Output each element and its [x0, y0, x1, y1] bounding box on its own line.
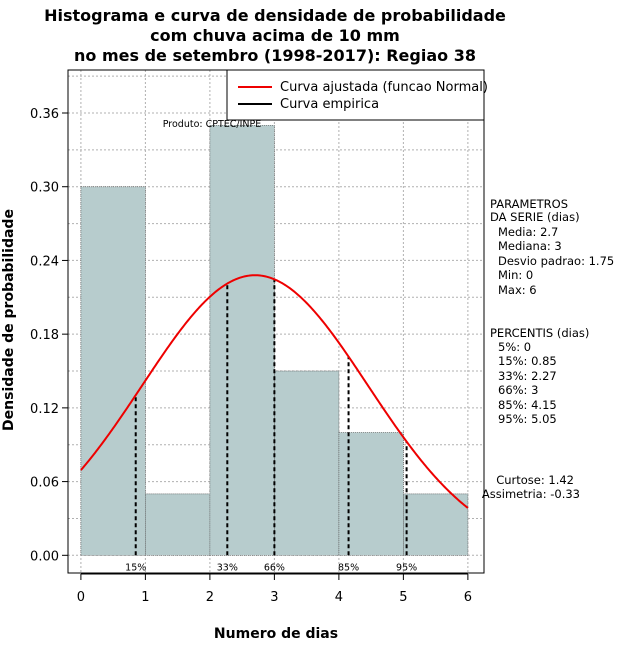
y-tick-label-3: 0.18: [30, 328, 59, 343]
legend-label-fit: Curva ajustada (funcao Normal): [280, 80, 488, 95]
y-tick-label-4: 0.24: [30, 254, 59, 269]
histogram-bar-5: [403, 493, 469, 556]
x-tick-label-1: 1: [141, 590, 149, 605]
param-media: Media: 2.7: [498, 225, 558, 239]
percentile-label-3: 85%: [338, 562, 359, 573]
param-min: Min: 0: [498, 268, 533, 282]
param-mediana: Mediana: 3: [498, 239, 562, 253]
histogram-bar-0: [80, 186, 146, 556]
histogram-bar-4: [338, 432, 404, 556]
stat-curtose: Curtose: 1.42: [496, 473, 574, 487]
histogram-bars: [80, 124, 469, 556]
chart-title: Histograma e curva de densidade de proba…: [44, 6, 506, 65]
y-axis-title: Densidade de probabilidade: [1, 209, 17, 431]
percentile-label-0: 15%: [125, 562, 146, 573]
params-title-2: DA SERIE (dias): [490, 210, 580, 224]
y-tick-label-2: 0.12: [30, 402, 59, 417]
y-tick-label-6: 0.36: [30, 107, 59, 122]
percentil-5: 5%: 0: [498, 340, 531, 354]
x-tick-label-4: 4: [335, 590, 343, 605]
normal-fit-curve: [80, 274, 469, 509]
percentil-85: 85%: 4.15: [498, 398, 557, 412]
x-tick-label-5: 5: [399, 590, 407, 605]
percentile-label-1: 33%: [217, 562, 238, 573]
percentile-lines: 15% 33% 66% 85% 95%: [125, 279, 417, 573]
percentil-33: 33%: 2.27: [498, 369, 557, 383]
y-tick-label-1: 0.06: [30, 476, 59, 491]
x-tick-label-2: 2: [206, 590, 214, 605]
x-tick-label-6: 6: [464, 590, 472, 605]
histogram-bar-2: [209, 124, 275, 556]
percentil-15: 15%: 0.85: [498, 354, 557, 368]
legend: Curva ajustada (funcao Normal) Curva emp…: [226, 69, 488, 121]
x-axis-title: Numero de dias: [214, 626, 338, 642]
percentile-label-2: 66%: [264, 562, 285, 573]
chart-title-line-2: com chuva acima de 10 mm: [150, 26, 400, 45]
y-tick-label-5: 0.30: [30, 181, 59, 196]
legend-box: [226, 69, 485, 121]
percentis-title: PERCENTIS (dias): [490, 326, 589, 340]
product-credit: Produto: CPTEC/INPE: [163, 119, 262, 130]
stats-panel: PARAMETROS DA SERIE (dias) Media: 2.7 Me…: [482, 197, 614, 501]
legend-label-empirical: Curva empirica: [280, 97, 379, 112]
x-tick-label-0: 0: [77, 590, 85, 605]
stat-assimetria: Assimetria: -0.33: [482, 487, 580, 501]
y-tick-label-0: 0.00: [30, 549, 59, 564]
chart-title-line-3: no mes de setembro (1998-2017): Regiao 3…: [74, 46, 476, 65]
histogram-bar-1: [145, 493, 211, 556]
percentil-95: 95%: 5.05: [498, 412, 557, 426]
percentile-label-4: 95%: [396, 562, 417, 573]
normal-curve-group: [80, 274, 469, 509]
chart-title-line-1: Histograma e curva de densidade de proba…: [44, 6, 506, 25]
x-tick-label-3: 3: [270, 590, 278, 605]
param-desvio: Desvio padrao: 1.75: [498, 254, 614, 268]
param-max: Max: 6: [498, 283, 537, 297]
histogram-bar-3: [274, 370, 340, 556]
params-title-1: PARAMETROS: [490, 197, 568, 211]
y-axis: 0.00 0.06 0.12 0.18 0.24 0.30 0.36: [30, 107, 68, 564]
percentil-66: 66%: 3: [498, 383, 538, 397]
x-axis: 0 1 2 3 4 5 6: [77, 573, 472, 605]
